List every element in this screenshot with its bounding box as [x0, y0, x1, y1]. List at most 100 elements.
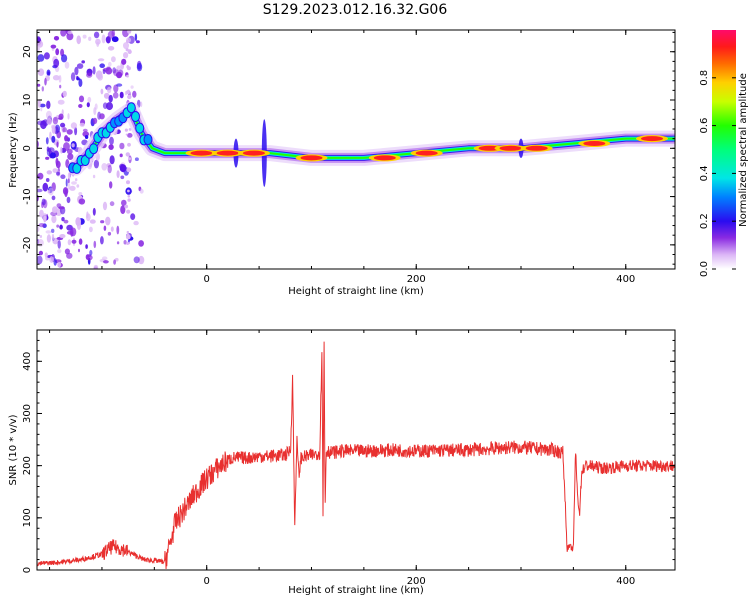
- spectral-speckle: [85, 244, 88, 249]
- spectral-speckle: [67, 30, 73, 35]
- spectral-speckle: [48, 187, 54, 196]
- snr-series-line: [37, 334, 675, 570]
- spectral-speckle: [45, 110, 52, 120]
- spectral-speckle: [46, 234, 52, 243]
- spectral-speckle: [93, 159, 99, 169]
- spectrogram-xtick-label: 400: [616, 274, 635, 285]
- spectral-speckle: [109, 201, 115, 207]
- spectral-hotspot: [300, 155, 323, 161]
- spectrogram-ylabel: Frequency (Hz): [8, 112, 19, 188]
- spectral-speckle: [86, 72, 93, 78]
- spectral-speckle: [92, 117, 98, 124]
- spectral-speckle: [100, 88, 104, 95]
- spectral-speckle: [45, 230, 52, 234]
- spectral-speckle: [87, 96, 92, 103]
- spectral-speckle: [123, 52, 129, 59]
- spectral-speckle: [116, 225, 120, 235]
- spectral-speckle: [62, 127, 67, 133]
- spectral-speckle: [44, 252, 48, 258]
- spectral-speckle: [120, 175, 125, 180]
- spectral-speckle: [51, 195, 56, 201]
- spectral-speckle: [111, 30, 116, 37]
- spectral-speckle: [128, 157, 132, 161]
- spectral-speckle: [108, 144, 114, 151]
- spectral-speckle: [119, 91, 124, 99]
- spectral-speckle: [138, 255, 145, 265]
- spectral-hotspot: [190, 150, 213, 156]
- spectral-speckle: [111, 56, 116, 63]
- spectral-speckle: [76, 184, 80, 188]
- spectral-speckle: [37, 54, 45, 62]
- spectral-speckle: [138, 240, 145, 247]
- spectral-speckle: [60, 122, 66, 128]
- spectral-speckle: [126, 66, 131, 71]
- spectral-speckle: [65, 178, 68, 187]
- spectral-speckle: [58, 113, 64, 120]
- spectral-speckle: [56, 224, 60, 228]
- spectral-speckle: [126, 189, 130, 193]
- spectral-speckle: [126, 180, 130, 185]
- spectral-speckle: [79, 122, 85, 127]
- spectral-speckle: [124, 204, 129, 209]
- spectral-speckle: [86, 102, 90, 108]
- spectrogram-ticks: 0 200 400 -20 -10 0 10 20: [22, 30, 675, 285]
- spectrogram-ytick-label: -20: [22, 237, 33, 253]
- spectral-speckle: [125, 234, 131, 240]
- spectral-speckle: [70, 122, 77, 129]
- spectral-speckle: [100, 220, 105, 224]
- spectral-speckle: [76, 217, 80, 224]
- spectral-speckle: [113, 84, 119, 93]
- spectral-speckle: [74, 66, 79, 76]
- spectrogram-xlabel: Height of straight line (km): [288, 286, 424, 297]
- spectral-speckle: [99, 63, 105, 68]
- spectral-speckle: [85, 213, 91, 222]
- spectral-speckle: [84, 135, 89, 139]
- colorbar-ticks: 0.0 0.2 0.4 0.6 0.8: [699, 70, 736, 277]
- spectral-speckle: [133, 256, 140, 264]
- spectral-speckle: [121, 58, 127, 65]
- spectral-hotspot: [499, 145, 522, 151]
- spectral-speckle: [57, 261, 61, 268]
- spectral-blob: [143, 134, 153, 145]
- spectral-speckle: [78, 95, 85, 103]
- spectral-speckle: [107, 164, 112, 174]
- spectral-speckle: [89, 219, 96, 224]
- spectral-hotspot: [478, 145, 501, 151]
- spectral-speckle: [40, 107, 43, 112]
- spectral-speckle: [116, 83, 123, 87]
- spectral-speckle: [43, 52, 50, 60]
- spectral-speckle: [96, 41, 100, 47]
- spectral-speckle: [76, 77, 80, 81]
- spectral-speckle: [116, 71, 123, 79]
- spectral-speckle: [127, 198, 131, 202]
- spectral-speckle: [106, 102, 113, 111]
- spectral-speckle: [67, 239, 72, 246]
- spectral-speckle: [70, 227, 77, 237]
- spectral-speckle: [51, 135, 56, 143]
- spectral-speckle: [49, 152, 56, 159]
- spectrogram-field: [37, 30, 675, 269]
- spectral-speckle: [51, 125, 56, 134]
- spectral-speckle: [124, 128, 128, 132]
- spectral-speckle: [109, 181, 113, 189]
- spectral-speckle: [126, 39, 130, 44]
- spectral-speckle: [57, 240, 61, 249]
- spectral-speckle: [51, 228, 55, 233]
- spectral-speckle: [119, 163, 125, 170]
- spectrogram-panel: 0 200 400 -20 -10 0 10 20 Height of straight li…: [8, 29, 676, 297]
- spectral-speckle: [45, 137, 49, 145]
- spectral-speckle: [37, 226, 40, 232]
- spectral-speckle: [45, 178, 50, 182]
- spectral-speckle: [116, 241, 120, 245]
- spectral-speckle: [59, 234, 66, 239]
- spectral-speckle: [93, 31, 100, 39]
- spectral-speckle: [113, 259, 116, 265]
- spectral-speckle: [107, 46, 115, 51]
- snr-panel: 0 200 400 0 100 200 300 400 Height of straight …: [8, 329, 676, 596]
- spectral-speckle: [99, 113, 105, 120]
- spectral-speckle: [121, 199, 127, 207]
- spectral-speckle: [135, 40, 140, 44]
- snr-xlabel: Height of straight line (km): [288, 585, 424, 596]
- spectral-speckle: [67, 172, 71, 180]
- spectral-blob: [135, 122, 145, 134]
